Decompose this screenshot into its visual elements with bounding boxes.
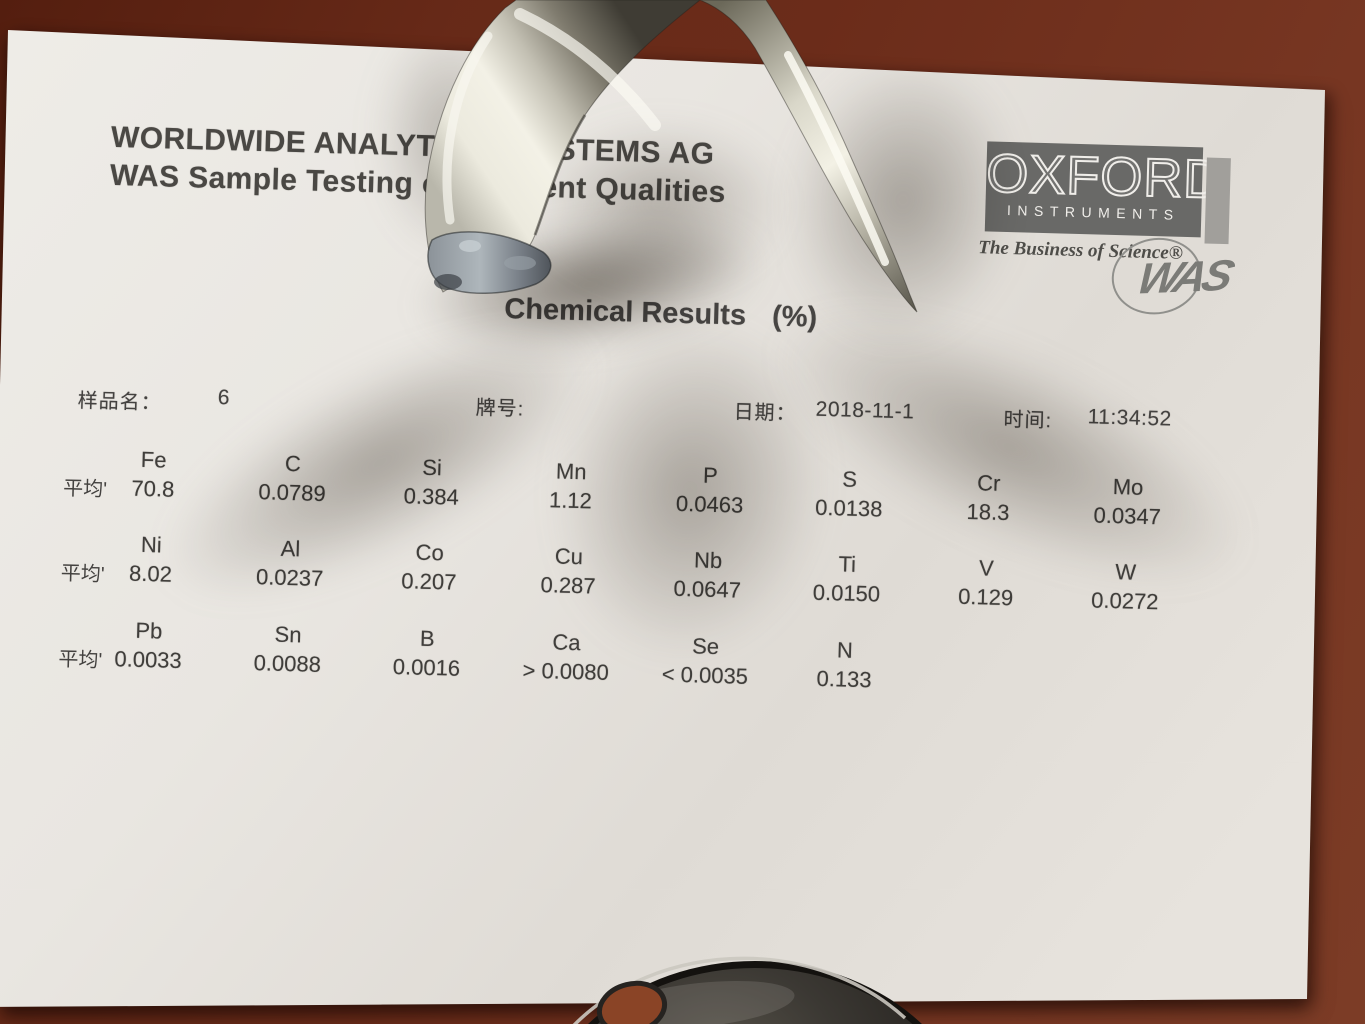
element-symbol: Sn [274, 621, 302, 648]
cast-shadow-arch-opening [535, 120, 785, 290]
element-value: < 0.0035 [661, 661, 749, 689]
oxford-accent-bar [1204, 157, 1231, 245]
element-symbol: B [419, 625, 435, 652]
element-symbol: Fe [140, 446, 167, 473]
sample-name-value: 6 [217, 386, 231, 410]
result-cell: Sn 0.0088 [217, 620, 358, 682]
oxford-logo: OXFORD INSTRUMENTS [985, 141, 1238, 245]
result-cell: B 0.0016 [356, 624, 497, 686]
element-symbol: Pb [135, 617, 163, 644]
element-value: 0.129 [957, 583, 1014, 611]
cast-shadow-left-of-strip [375, 30, 525, 255]
element-value: > 0.0080 [522, 657, 610, 686]
result-cell: V 0.129 [916, 554, 1057, 616]
element-value: 0.0088 [253, 650, 322, 677]
was-logo-text: WAS [1131, 251, 1236, 304]
result-cell: N 0.133 [774, 636, 915, 698]
element-value: 0.0272 [1090, 587, 1159, 615]
result-cell: Pb 0.0033 [78, 616, 219, 678]
element-symbol: V [978, 555, 995, 581]
element-value: 0.0033 [114, 646, 183, 674]
element-symbol: N [836, 637, 854, 663]
element-value: 0.0016 [392, 653, 461, 681]
element-value: 0.133 [816, 665, 872, 693]
element-value: 0.207 [401, 568, 457, 595]
sample-name-label: 样品名： [77, 390, 162, 415]
